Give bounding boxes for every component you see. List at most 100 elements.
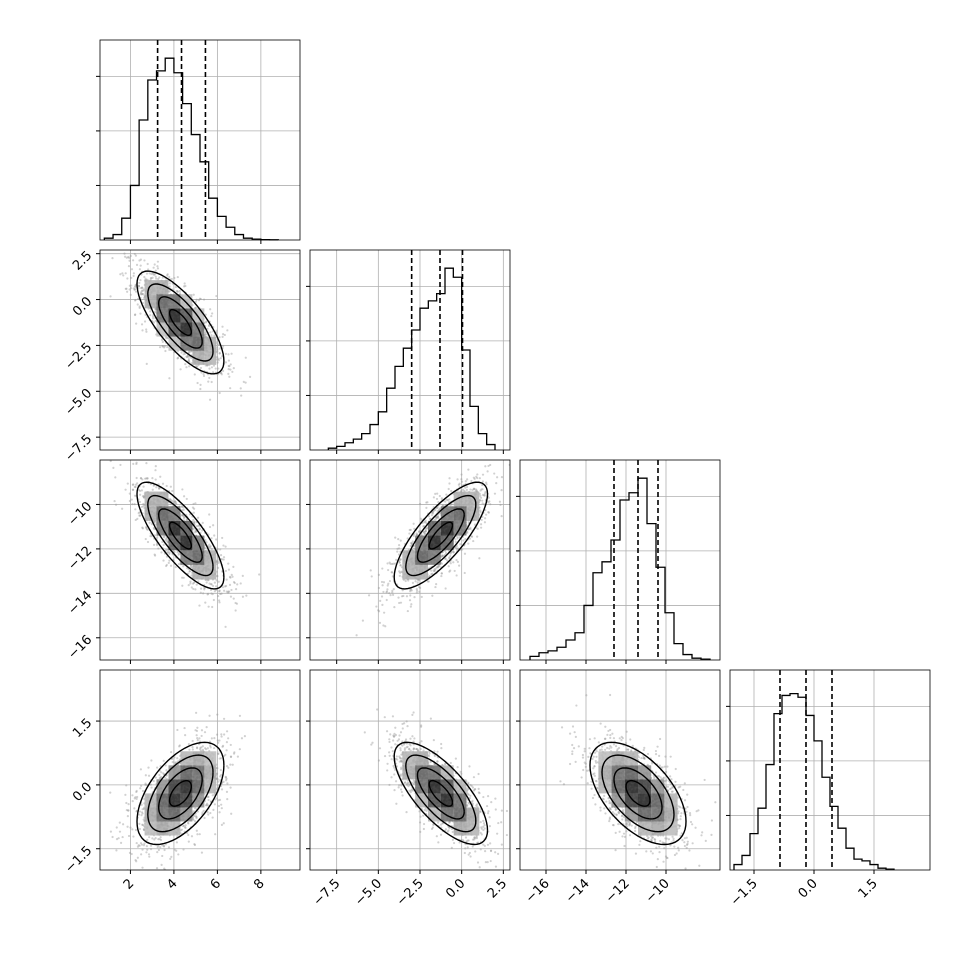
scatter-point	[479, 499, 481, 501]
scatter-point	[178, 563, 180, 565]
scatter-point	[156, 265, 158, 267]
scatter-point	[396, 551, 398, 553]
scatter-point	[209, 308, 211, 310]
scatter-point	[204, 731, 206, 733]
scatter-point	[482, 502, 484, 504]
scatter-point	[162, 483, 164, 485]
scatter-point	[137, 303, 139, 305]
scatter-point	[466, 478, 468, 480]
scatter-point	[193, 294, 195, 296]
scatter-point	[129, 500, 131, 502]
density-cell	[402, 565, 415, 580]
scatter-point	[449, 569, 451, 571]
scatter-point	[181, 488, 183, 490]
scatter-point	[216, 346, 218, 348]
scatter-point	[197, 739, 199, 741]
scatter-point	[192, 503, 194, 505]
scatter-point	[210, 315, 212, 317]
scatter-point	[435, 517, 437, 519]
scatter-point	[451, 503, 453, 505]
scatter-point	[487, 465, 489, 467]
scatter-point	[196, 525, 198, 527]
scatter-point	[116, 826, 118, 828]
scatter-point	[152, 315, 154, 317]
y-tick-label: 2.5	[70, 248, 95, 273]
scatter-point	[240, 387, 242, 389]
scatter-point	[392, 594, 394, 596]
scatter-point	[189, 582, 191, 584]
scatter-point	[216, 356, 218, 358]
scatter-point	[144, 320, 146, 322]
scatter-point	[225, 570, 227, 572]
scatter-point	[493, 472, 495, 474]
scatter-point	[480, 527, 482, 529]
scatter-point	[168, 553, 170, 555]
scatter-point	[418, 530, 420, 532]
scatter-point	[139, 279, 141, 281]
scatter-point	[146, 363, 148, 365]
scatter-point	[138, 489, 140, 491]
scatter-point	[184, 282, 186, 284]
scatter-point	[194, 502, 196, 504]
scatter-point	[479, 509, 481, 511]
scatter-point	[217, 567, 219, 569]
scatter-point	[417, 582, 419, 584]
scatter-point	[242, 596, 244, 598]
scatter-point	[203, 375, 205, 377]
scatter-point	[194, 373, 196, 375]
scatter-point	[225, 585, 227, 587]
scatter-point	[494, 493, 496, 495]
scatter-point	[164, 350, 166, 352]
scatter-point	[223, 822, 225, 824]
scatter-point	[135, 519, 137, 521]
y-tick-label: 0.0	[70, 294, 95, 319]
scatter-point	[231, 371, 233, 373]
scatter-point	[240, 582, 242, 584]
scatter-point	[489, 503, 491, 505]
scatter-point	[128, 835, 130, 837]
scatter-point	[163, 535, 165, 537]
scatter-point	[145, 462, 147, 464]
scatter-point	[131, 503, 133, 505]
scatter-point	[155, 275, 157, 277]
scatter-point	[448, 565, 450, 567]
scatter-point	[155, 486, 157, 488]
scatter-point	[217, 548, 219, 550]
scatter-point	[134, 508, 136, 510]
scatter-point	[218, 601, 220, 603]
scatter-point	[231, 576, 233, 578]
scatter-point	[147, 541, 149, 543]
scatter-point	[196, 382, 198, 384]
scatter-point	[214, 582, 216, 584]
scatter-point	[446, 559, 448, 561]
scatter-point	[180, 352, 182, 354]
scatter-point	[381, 604, 383, 606]
scatter-point	[192, 582, 194, 584]
scatter-point	[217, 362, 219, 364]
scatter-point	[368, 594, 370, 596]
scatter-point	[141, 506, 143, 508]
scatter-point	[126, 277, 128, 279]
scatter-point	[383, 581, 385, 583]
scatter-point	[228, 376, 230, 378]
scatter-point	[228, 568, 230, 570]
scatter-point	[444, 501, 446, 503]
scatter-point	[196, 746, 198, 748]
scatter-point	[221, 336, 223, 338]
scatter-point	[484, 521, 486, 523]
scatter-point	[182, 353, 184, 355]
scatter-point	[386, 562, 388, 564]
scatter-point	[416, 532, 418, 534]
scatter-point	[227, 353, 229, 355]
scatter-point	[438, 565, 440, 567]
scatter-point	[119, 464, 121, 466]
scatter-point	[430, 573, 432, 575]
scatter-point	[149, 272, 151, 274]
scatter-point	[122, 274, 124, 276]
scatter-point	[211, 606, 213, 608]
scatter-point	[206, 581, 208, 583]
scatter-point	[226, 749, 228, 751]
scatter-point	[126, 291, 128, 293]
scatter-point	[484, 494, 486, 496]
scatter-point	[216, 579, 218, 581]
